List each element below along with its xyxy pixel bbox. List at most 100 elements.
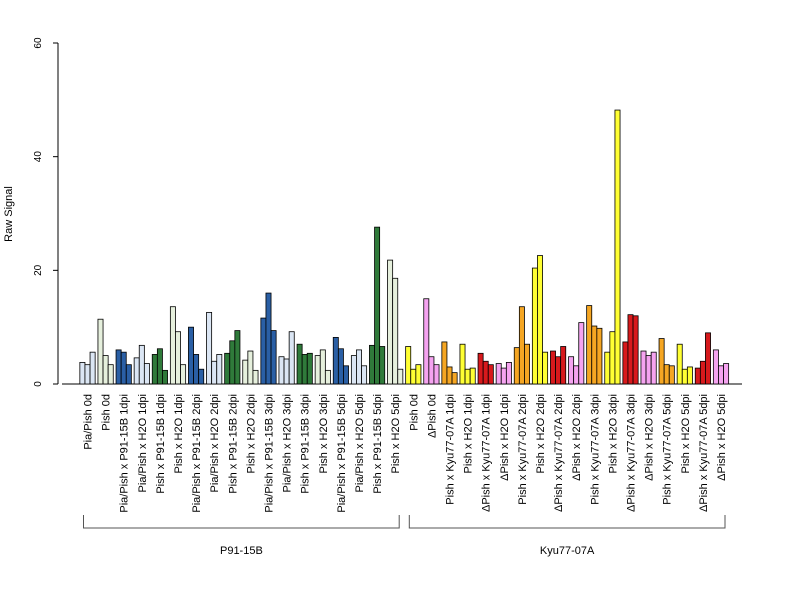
bar [645, 355, 652, 385]
bar [705, 332, 711, 385]
bar [379, 346, 386, 385]
bar [405, 346, 412, 385]
x-tick-label: Pia/Pish 0d [83, 394, 95, 450]
bar-group [133, 344, 150, 385]
bar [102, 355, 109, 385]
bar [343, 365, 349, 385]
group-bracket: Kyu77-07A [408, 515, 726, 557]
bar [234, 330, 241, 385]
bar [319, 349, 326, 385]
bar [712, 349, 719, 385]
x-tick-label: ΔPish x H2O 1dpi [499, 394, 511, 481]
bar [224, 352, 231, 385]
bar [229, 340, 236, 385]
bar [361, 365, 368, 385]
bar-group [115, 349, 132, 385]
bar [604, 351, 611, 385]
y-axis-title: Raw Signal [3, 186, 15, 242]
bar [265, 292, 272, 385]
bar [518, 306, 525, 385]
bar [252, 369, 259, 385]
bar [356, 349, 362, 385]
bar-group [586, 305, 603, 385]
x-tick-label: ΔPish x Kyu77-07A 3dpi [626, 394, 638, 512]
bar-group [459, 343, 476, 385]
x-tick-label: Pia/Pish x H2O 3dpi [282, 394, 294, 492]
bar [242, 359, 249, 385]
bar-group [206, 311, 223, 385]
bar [415, 364, 422, 385]
bar-group [423, 298, 440, 385]
bar-group [296, 343, 313, 385]
bar [89, 351, 96, 385]
bar [663, 364, 670, 385]
bar [609, 331, 616, 385]
bar [151, 354, 158, 385]
bar [524, 343, 530, 385]
x-tick-label: Pish x H2O 1dpi [463, 394, 475, 473]
bar [410, 368, 417, 385]
bar [296, 343, 303, 385]
bar [560, 346, 567, 385]
bar [433, 364, 440, 385]
bar-group [151, 348, 168, 385]
bar-group [550, 346, 567, 385]
y-tick-label: 20 [33, 264, 44, 276]
bar [555, 356, 562, 385]
bar [622, 341, 629, 385]
bar [216, 354, 223, 385]
bracket-line [83, 515, 400, 529]
bar [464, 368, 471, 385]
bar-group [97, 318, 114, 385]
bar [505, 361, 512, 385]
bar [247, 350, 254, 385]
bar [143, 363, 150, 385]
bar-group [694, 332, 711, 385]
bar-group [531, 255, 549, 385]
bar [314, 355, 321, 385]
bracket-line [408, 515, 726, 529]
bar-group [495, 361, 512, 385]
bar-group [513, 306, 530, 385]
bar [441, 341, 448, 385]
bar [500, 367, 507, 385]
bar [482, 360, 489, 385]
bar-group [242, 350, 259, 385]
bar [573, 365, 580, 385]
y-tick-label: 0 [33, 381, 44, 387]
bar [206, 311, 213, 385]
group-brackets: P91-15B Kyu77-07A [83, 515, 726, 557]
x-tick-label: Pia/Pish x H2O 5dpi [354, 394, 366, 492]
bar-group [640, 350, 657, 385]
bar [188, 326, 194, 385]
bar [586, 305, 593, 385]
bar [138, 344, 145, 385]
bar-group [314, 349, 331, 385]
bar [542, 351, 549, 385]
bar [180, 364, 187, 385]
bar [451, 372, 458, 385]
bar [387, 259, 394, 385]
bar [627, 314, 634, 385]
bar [392, 277, 399, 385]
group-label: P91-15B [220, 545, 263, 557]
bar [614, 109, 621, 385]
x-tick-label: Pish x Kyu77-07A 5dpi [662, 394, 674, 505]
bar [397, 368, 404, 385]
bar [591, 325, 598, 385]
x-tick-label: ΔPish x Kyu77-07A 2dpi [553, 394, 565, 512]
bar-group [676, 343, 693, 385]
x-tick-label: Pish x H2O 3dpi [318, 394, 330, 473]
bar [487, 364, 494, 385]
bar [332, 336, 339, 385]
bar [288, 331, 295, 385]
bar [640, 350, 647, 385]
x-tick-label: Pia/Pish x P91-15B 1dpi [119, 394, 131, 513]
bar [97, 318, 104, 385]
bar-group [224, 330, 241, 385]
x-tick-label: Pish x Kyu77-07A 1dpi [445, 394, 457, 505]
bar [694, 367, 701, 385]
y-tick-label: 40 [33, 151, 44, 163]
bar-group [604, 109, 621, 385]
